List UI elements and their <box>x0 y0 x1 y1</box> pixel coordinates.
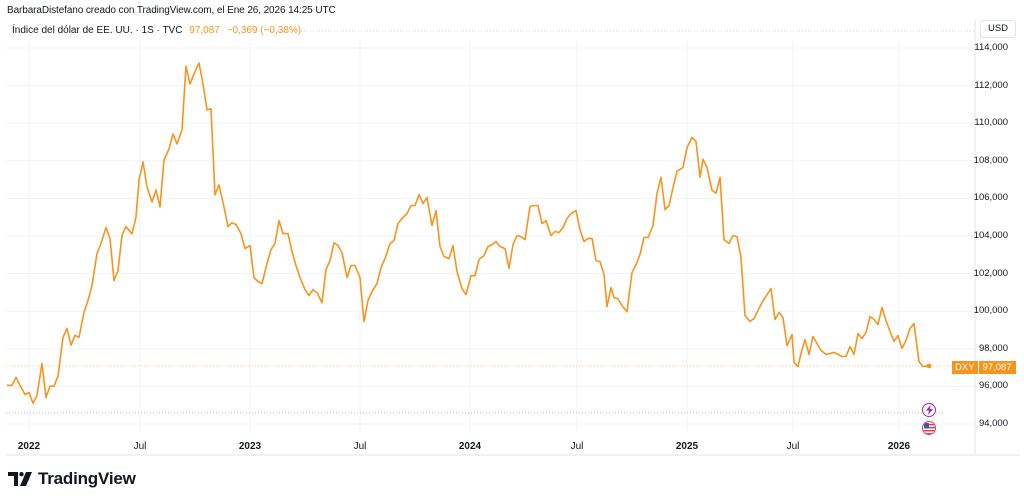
legend-change: −0,369 (−0,38%) <box>226 25 302 36</box>
price-chart[interactable] <box>0 0 1024 470</box>
last-price-dot <box>926 363 932 369</box>
time-axis-label: 2025 <box>675 441 699 452</box>
time-axis-label: Jul <box>570 441 584 452</box>
dxy-price-line[interactable] <box>7 62 928 405</box>
series-legend[interactable]: Índice del dólar de EE. UU. · 1S · TVC 9… <box>12 25 301 36</box>
price-axis-label: 100,000 <box>973 305 1008 317</box>
lightning-icon[interactable] <box>922 403 936 417</box>
us-flag-icon[interactable] <box>922 421 936 435</box>
price-axis-label: 114,000 <box>974 42 1008 53</box>
last-price-tag: DXY 97,087 <box>952 361 1016 374</box>
time-axis-label: 2022 <box>17 441 41 452</box>
brand-name: TradingView <box>38 469 136 488</box>
time-axis-label: Jul <box>786 441 800 452</box>
time-axis-label: 2024 <box>458 441 482 452</box>
tradingview-mark-icon <box>8 472 32 486</box>
price-tag-value: 97,087 <box>978 361 1016 374</box>
time-axis-label: 2026 <box>887 441 911 452</box>
chart-area[interactable] <box>0 0 1024 470</box>
price-axis-label: 102,000 <box>973 267 1008 279</box>
time-axis-label: 2023 <box>238 441 262 452</box>
chart-credit: BarbaraDistefano creado con TradingView.… <box>7 5 336 16</box>
price-axis-label: 112,000 <box>974 79 1008 91</box>
price-axis-label: 110,000 <box>974 117 1008 129</box>
time-axis-label: Jul <box>133 441 147 452</box>
currency-button[interactable]: USD <box>980 20 1016 38</box>
price-axis-label: 108,000 <box>973 154 1008 166</box>
price-axis-label: 96,000 <box>978 380 1008 392</box>
price-axis-label: 106,000 <box>973 192 1008 204</box>
legend-title: Índice del dólar de EE. UU. · 1S · TVC <box>12 25 183 36</box>
price-axis-label: 98,000 <box>978 342 1008 354</box>
price-axis-label: 94,000 <box>978 418 1008 429</box>
price-tag-symbol: DXY <box>952 361 978 374</box>
legend-last-value: 97,087 <box>189 25 220 36</box>
tradingview-logo[interactable]: TradingView <box>8 469 136 489</box>
price-axis-label: 104,000 <box>973 230 1008 241</box>
time-axis-label: Jul <box>353 441 367 452</box>
